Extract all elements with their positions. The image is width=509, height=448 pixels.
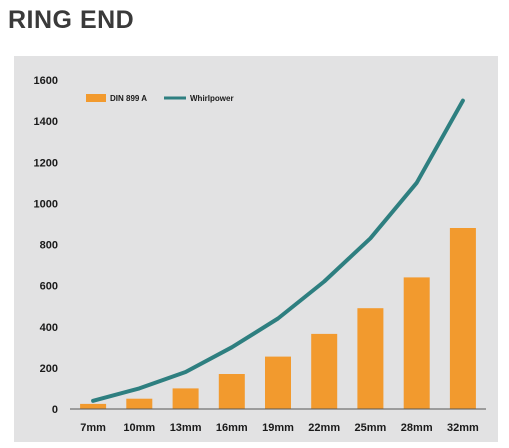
y-tick-label: 800 xyxy=(40,240,58,252)
x-tick-label: 25mm xyxy=(355,422,387,434)
legend-label-din-899-a: DIN 899 A xyxy=(110,94,147,103)
bar-19mm xyxy=(265,356,291,409)
x-tick-label: 13mm xyxy=(170,422,202,434)
y-tick-label: 1000 xyxy=(34,198,58,210)
page-title: RING END xyxy=(8,6,135,34)
bar-32mm xyxy=(449,228,476,409)
bar-7mm xyxy=(80,403,107,409)
y-tick-label: 1400 xyxy=(34,116,58,128)
bar-22mm xyxy=(311,333,338,409)
x-tick-label: 28mm xyxy=(401,422,433,434)
x-tick-label: 22mm xyxy=(308,422,340,434)
chart-svg: 0 200 400 600 800 1000 1200 1400 1600 7mm 10mm 13m… xyxy=(34,75,486,434)
bar-28mm xyxy=(403,277,430,409)
x-tick-label: 32mm xyxy=(447,422,479,434)
x-tick-labels: 7mm 10mm 13mm 16mm 19mm 22mm 25mm 28mm 32mm xyxy=(80,422,479,434)
legend-swatch-din-899-a xyxy=(86,94,106,102)
y-tick-labels: 0 200 400 600 800 1000 1200 1400 1600 xyxy=(34,75,58,416)
x-tick-label: 16mm xyxy=(216,422,248,434)
x-tick-label: 19mm xyxy=(262,422,294,434)
line-layer xyxy=(91,98,465,403)
chart-panel: 0 200 400 600 800 1000 1200 1400 1600 7mm 10mm 13m… xyxy=(14,56,498,442)
legend: DIN 899 A Whirlpower xyxy=(86,94,234,103)
bar-16mm xyxy=(218,374,245,409)
x-tick-label: 7mm xyxy=(80,422,106,434)
bar-10mm xyxy=(126,398,153,409)
y-tick-label: 600 xyxy=(40,281,58,293)
legend-label-whirlpower: Whirlpower xyxy=(190,94,234,103)
bar-25mm xyxy=(357,308,384,409)
y-tick-label: 1200 xyxy=(34,157,58,169)
y-tick-label: 400 xyxy=(40,322,58,334)
y-tick-label: 0 xyxy=(52,404,58,416)
series-line-whirlpower xyxy=(91,98,465,403)
bar-13mm xyxy=(172,388,199,409)
y-tick-label: 1600 xyxy=(34,75,58,87)
x-tick-label: 10mm xyxy=(123,422,155,434)
bars-layer xyxy=(80,228,476,409)
y-tick-label: 200 xyxy=(40,363,58,375)
